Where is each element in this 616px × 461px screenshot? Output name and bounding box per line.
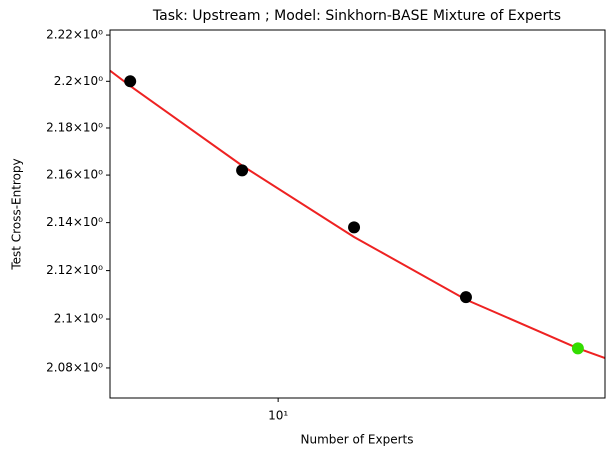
y-tick-label: 2.12×10⁰ [46, 263, 103, 277]
plot-frame [109, 29, 606, 399]
y-tick-label: 2.2×10⁰ [54, 74, 103, 88]
point [348, 221, 361, 234]
x-axis-label: Number of Experts [301, 433, 414, 447]
point [571, 342, 584, 355]
point [124, 75, 137, 88]
y-tick-label: 2.1×10⁰ [54, 312, 103, 326]
chart-title: Task: Upstream ; Model: Sinkhorn-BASE Mi… [152, 8, 561, 24]
fit-line [110, 69, 605, 360]
x-tick-label: 10¹ [268, 409, 288, 423]
y-tick-label: 2.14×10⁰ [46, 215, 103, 229]
y-tick-label: 2.16×10⁰ [46, 168, 103, 182]
y-axis-label: Test Cross-Entropy [10, 158, 24, 270]
y-tick-label: 2.18×10⁰ [46, 120, 103, 134]
point [236, 164, 249, 177]
y-tick-label: 2.22×10⁰ [46, 28, 103, 42]
point [459, 291, 472, 304]
y-tick-label: 2.08×10⁰ [46, 360, 103, 374]
